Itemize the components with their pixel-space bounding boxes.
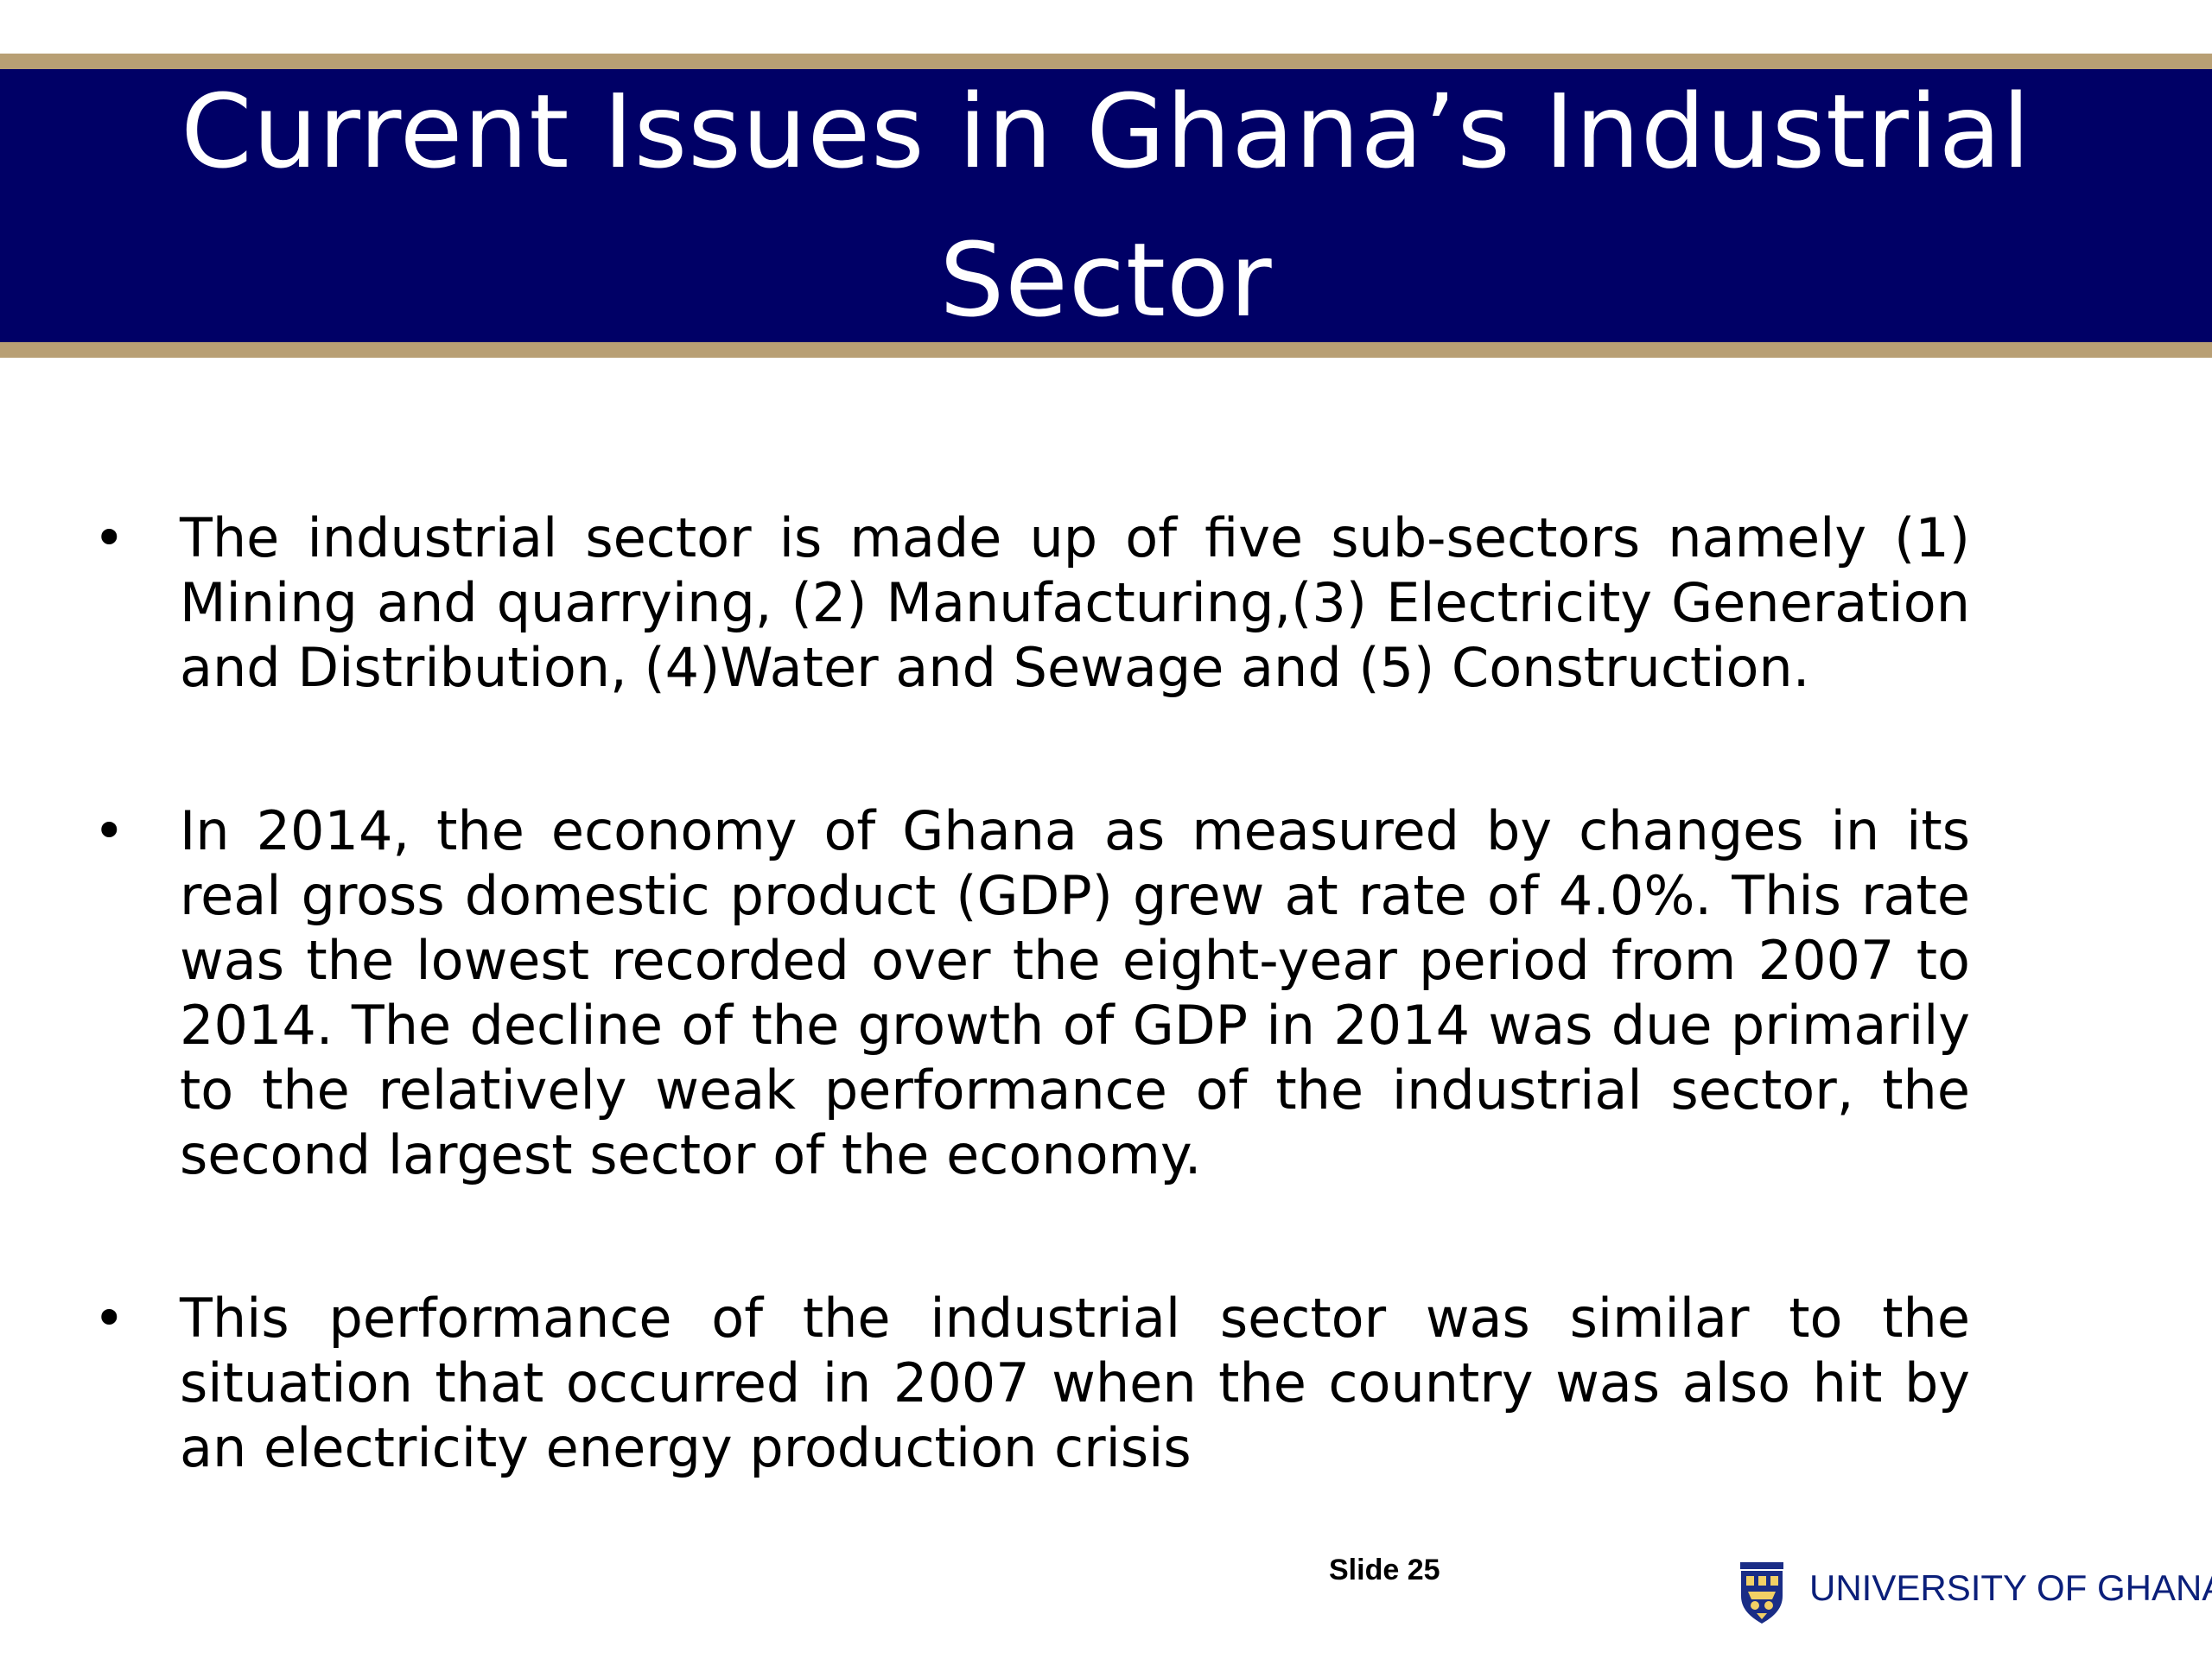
bullet-item-1: • The industrial sector is made up of fi… bbox=[86, 505, 1970, 700]
slide-number: Slide 25 bbox=[1329, 1554, 1440, 1586]
university-crest-icon bbox=[1740, 1562, 1783, 1624]
bullet-list: • The industrial sector is made up of fi… bbox=[86, 505, 1970, 1480]
bullet-marker: • bbox=[93, 506, 125, 569]
title-band: Current Issues in Ghana’s Industrial Sec… bbox=[0, 54, 2212, 358]
bullet-item-2: • In 2014, the economy of Ghana as measu… bbox=[86, 798, 1970, 1187]
university-name: UNIVERSITY OF GHANA bbox=[1809, 1567, 2212, 1608]
bullet-text: The industrial sector is made up of five… bbox=[180, 506, 1970, 699]
bullet-marker: • bbox=[93, 799, 125, 862]
bullet-item-3: • This performance of the industrial sec… bbox=[86, 1286, 1970, 1480]
bullet-text: This performance of the industrial secto… bbox=[180, 1287, 1970, 1479]
bullet-marker: • bbox=[93, 1287, 125, 1350]
bullet-text: In 2014, the economy of Ghana as measure… bbox=[180, 799, 1970, 1186]
slide-title: Current Issues in Ghana’s Industrial Sec… bbox=[181, 72, 2031, 340]
